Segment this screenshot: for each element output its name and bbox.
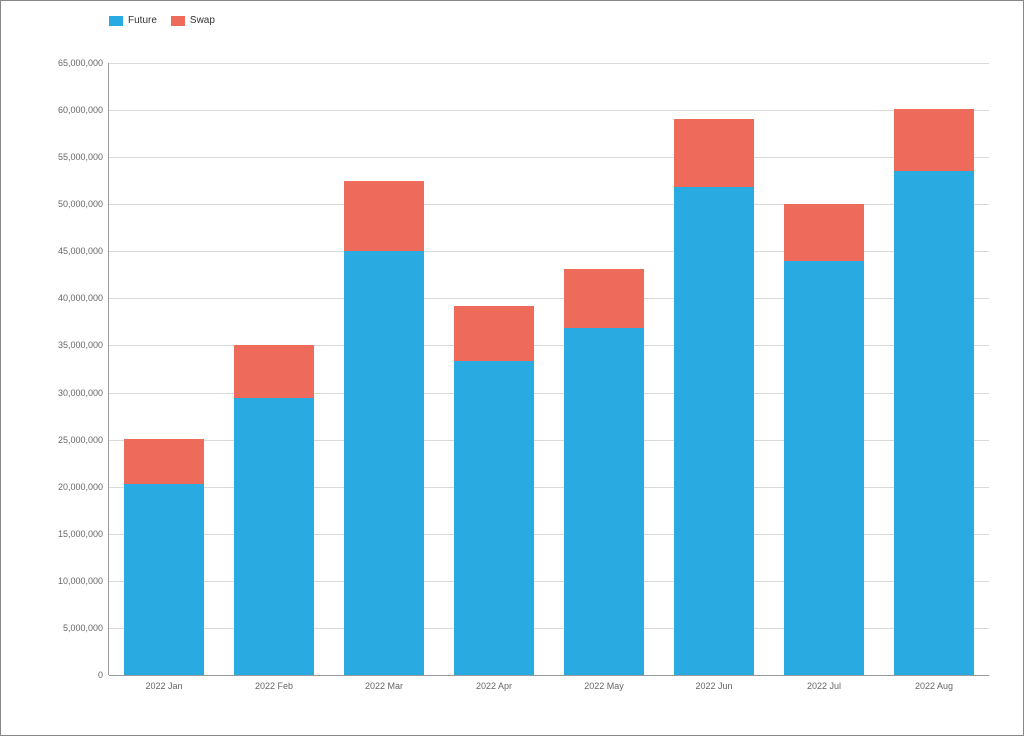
y-tick-label: 50,000,000 [58, 199, 109, 209]
bar-segment-future [454, 361, 533, 675]
gridline [109, 63, 989, 64]
y-tick-label: 15,000,000 [58, 529, 109, 539]
bar-group [674, 119, 753, 675]
bar-group [454, 306, 533, 675]
bar-segment-swap [124, 439, 203, 484]
x-tick-label: 2022 Apr [476, 675, 512, 691]
legend-label: Swap [190, 15, 215, 26]
y-tick-label: 20,000,000 [58, 482, 109, 492]
x-tick-label: 2022 Jun [695, 675, 732, 691]
y-tick-label: 40,000,000 [58, 293, 109, 303]
legend-swatch [109, 16, 123, 26]
bar-segment-future [124, 484, 203, 675]
x-tick-label: 2022 Jan [145, 675, 182, 691]
gridline [109, 110, 989, 111]
bar-segment-swap [674, 119, 753, 188]
x-tick-label: 2022 Feb [255, 675, 293, 691]
x-tick-label: 2022 Aug [915, 675, 953, 691]
y-tick-label: 65,000,000 [58, 58, 109, 68]
bar-group [564, 269, 643, 675]
legend: Future Swap [109, 15, 215, 26]
bar-segment-swap [894, 109, 973, 171]
y-tick-label: 60,000,000 [58, 105, 109, 115]
bar-segment-swap [234, 345, 313, 398]
bar-segment-future [234, 398, 313, 675]
plot-area: 05,000,00010,000,00015,000,00020,000,000… [109, 63, 989, 675]
y-tick-label: 10,000,000 [58, 576, 109, 586]
chart-frame: Future Swap 05,000,00010,000,00015,000,00… [0, 0, 1024, 736]
y-tick-label: 35,000,000 [58, 340, 109, 350]
legend-item-swap: Swap [171, 15, 215, 26]
y-tick-label: 5,000,000 [63, 623, 109, 633]
bar-segment-future [674, 187, 753, 675]
x-axis [109, 675, 989, 676]
y-tick-label: 30,000,000 [58, 388, 109, 398]
bar-segment-future [784, 261, 863, 675]
bar-group [894, 109, 973, 675]
bar-segment-swap [784, 204, 863, 260]
legend-label: Future [128, 15, 157, 26]
x-tick-label: 2022 Mar [365, 675, 403, 691]
x-tick-label: 2022 Jul [807, 675, 841, 691]
bar-group [344, 181, 423, 675]
bar-segment-future [894, 171, 973, 675]
gridline [109, 157, 989, 158]
y-tick-label: 25,000,000 [58, 435, 109, 445]
y-axis [108, 63, 109, 675]
bar-group [234, 345, 313, 675]
y-tick-label: 45,000,000 [58, 246, 109, 256]
legend-item-future: Future [109, 15, 157, 26]
bar-group [784, 204, 863, 675]
bar-segment-future [564, 328, 643, 675]
bar-group [124, 439, 203, 675]
bar-segment-swap [564, 269, 643, 327]
bar-segment-swap [454, 306, 533, 361]
bar-segment-swap [344, 181, 423, 252]
bar-segment-future [344, 251, 423, 675]
y-tick-label: 55,000,000 [58, 152, 109, 162]
x-tick-label: 2022 May [584, 675, 624, 691]
legend-swatch [171, 16, 185, 26]
